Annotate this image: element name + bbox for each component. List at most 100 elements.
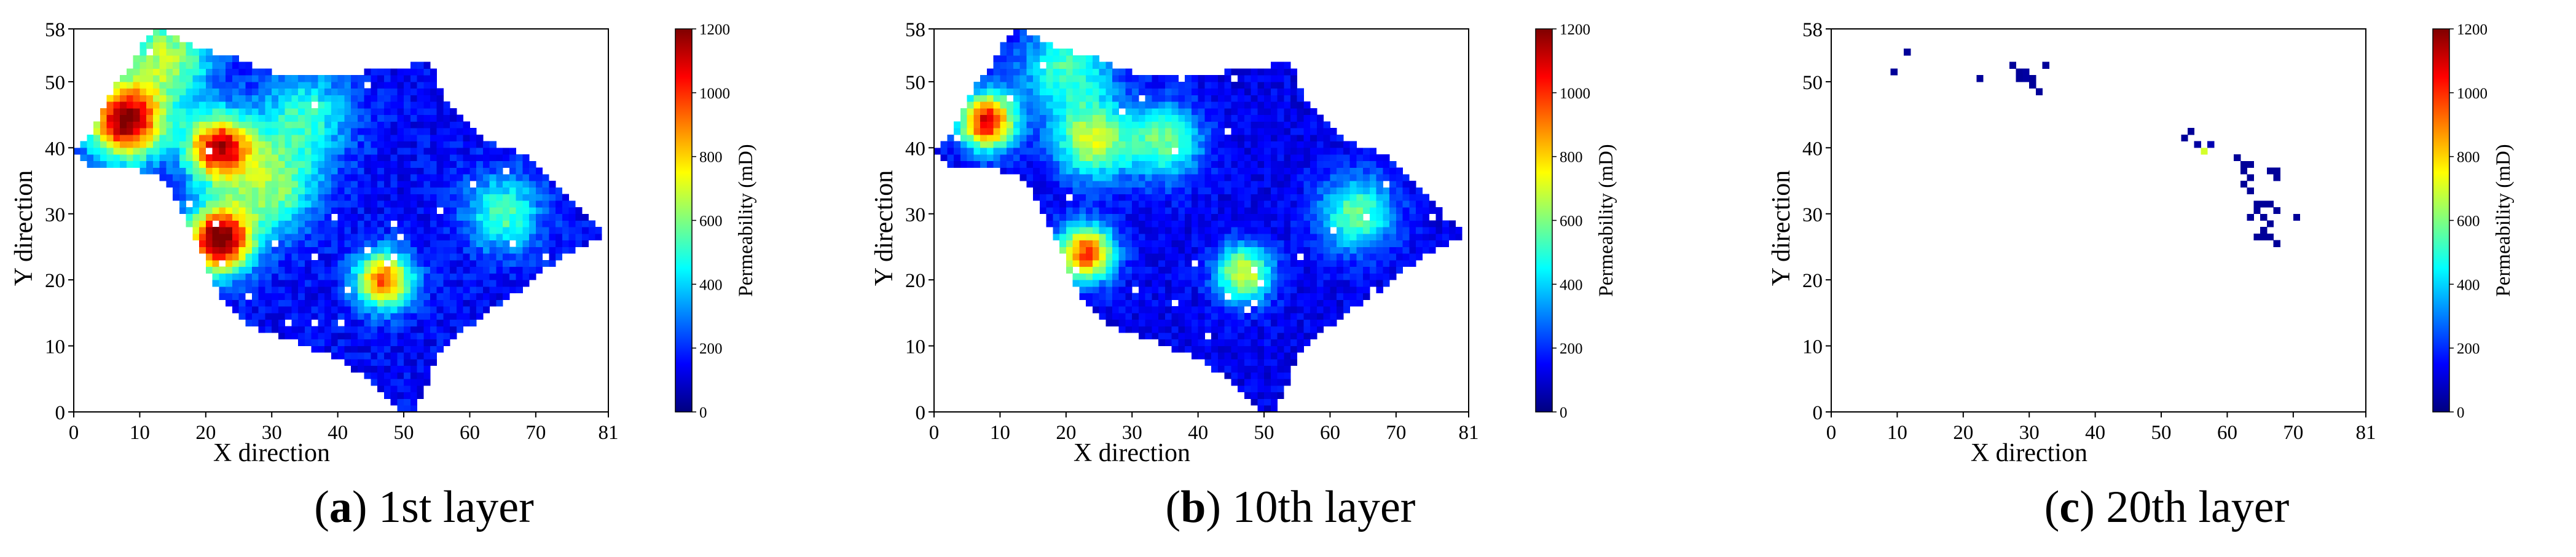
heatmap-cell	[298, 101, 305, 109]
heatmap-cell	[1316, 259, 1324, 267]
heatmap-cell	[245, 273, 253, 280]
heatmap-cell	[337, 121, 345, 128]
heatmap-cell	[1033, 134, 1040, 141]
heatmap-cell	[1164, 259, 1172, 267]
heatmap-cell	[1244, 88, 1251, 95]
heatmap-cell	[1224, 194, 1231, 201]
heatmap-cell	[285, 247, 292, 254]
heatmap-cell	[1303, 339, 1311, 346]
y-tick-label: 58	[1802, 19, 1823, 41]
heatmap-cell	[1257, 181, 1265, 188]
heatmap-cell	[377, 167, 385, 175]
heatmap-cell	[1026, 141, 1034, 148]
heatmap-cell	[1178, 81, 1185, 89]
heatmap-cell	[430, 68, 438, 76]
heatmap-cell	[331, 293, 339, 300]
heatmap-cell	[383, 220, 391, 227]
heatmap-cell	[324, 259, 332, 267]
heatmap-cell	[106, 134, 114, 141]
heatmap-cell	[417, 207, 424, 215]
heatmap-cell	[410, 398, 417, 406]
heatmap-cell	[1191, 128, 1199, 135]
heatmap-cell	[351, 240, 358, 247]
heatmap-cell	[337, 352, 345, 360]
heatmap-cell	[304, 167, 312, 175]
heatmap-cell	[496, 293, 503, 300]
heatmap-cell	[331, 81, 339, 89]
heatmap-cell	[1053, 95, 1060, 102]
heatmap-cell	[1152, 333, 1159, 340]
heatmap-cell	[1053, 167, 1060, 175]
heatmap-cell	[337, 88, 345, 95]
heatmap-cell	[1251, 326, 1258, 333]
heatmap-cell	[304, 240, 312, 247]
heatmap-cell	[1303, 154, 1311, 162]
y-axis-label: Y direction	[10, 170, 38, 286]
heatmap-cell	[1277, 306, 1284, 314]
heatmap-cell	[1257, 167, 1265, 175]
heatmap-cell	[179, 154, 186, 162]
heatmap-cell	[337, 181, 345, 188]
heatmap-cell	[1264, 266, 1271, 274]
heatmap-cell	[1224, 200, 1231, 208]
heatmap-cell	[1297, 319, 1304, 326]
heatmap-cell	[443, 128, 450, 135]
heatmap-cell	[364, 286, 371, 294]
heatmap-cell	[1007, 55, 1014, 63]
heatmap-cell	[489, 167, 497, 175]
heatmap-cell	[1356, 299, 1364, 307]
heatmap-cell	[1019, 108, 1027, 116]
heatmap-cell	[1257, 81, 1265, 89]
heatmap-cell	[417, 95, 424, 102]
heatmap-cell	[1072, 114, 1080, 122]
heatmap-cell	[318, 213, 325, 221]
heatmap-cell	[357, 359, 364, 366]
heatmap-cell	[1059, 134, 1067, 141]
heatmap-cell	[1066, 81, 1073, 89]
heatmap-cell	[383, 194, 391, 201]
heatmap-cell	[476, 293, 484, 300]
heatmap-cell	[443, 233, 450, 241]
heatmap-cell	[1251, 280, 1258, 287]
heatmap-cell	[1323, 280, 1330, 287]
heatmap-cell	[443, 227, 450, 234]
heatmap-cell	[1138, 88, 1146, 95]
heatmap-cell	[1158, 299, 1166, 307]
heatmap-cell	[1072, 75, 1080, 82]
heatmap-cell	[469, 200, 477, 208]
plot-frame	[933, 28, 1469, 413]
heatmap-cell	[1231, 299, 1238, 307]
heatmap-cell	[1158, 88, 1166, 95]
heatmap-cell	[1238, 333, 1245, 340]
heatmap-cell	[1211, 148, 1219, 155]
heatmap-cell	[967, 141, 974, 148]
heatmap-cell	[1217, 280, 1225, 287]
heatmap-cell	[1053, 213, 1060, 221]
colorbar	[675, 28, 693, 413]
heatmap-cell	[1244, 174, 1251, 181]
heatmap-cell	[476, 141, 484, 148]
heatmap-cell	[1369, 200, 1377, 208]
heatmap-cell	[1383, 227, 1390, 234]
heatmap-cell	[1007, 121, 1014, 128]
heatmap-cell	[1343, 200, 1351, 208]
heatmap-cell	[960, 128, 968, 135]
heatmap-cell	[397, 266, 404, 274]
heatmap-cell	[1396, 181, 1403, 188]
heatmap-cell	[152, 128, 160, 135]
y-tick-label: 10	[1802, 336, 1823, 358]
heatmap-cell	[529, 220, 536, 227]
heatmap-cell	[1079, 247, 1086, 254]
heatmap-cell	[1257, 266, 1265, 274]
heatmap-cell	[371, 359, 378, 366]
heatmap-cell	[1132, 240, 1139, 247]
heatmap-cell	[496, 174, 503, 181]
heatmap-cell	[423, 148, 431, 155]
heatmap-cell	[1251, 306, 1258, 314]
heatmap-cell	[1330, 273, 1337, 280]
heatmap-cell	[192, 95, 200, 102]
heatmap-cell	[390, 247, 398, 254]
heatmap-cell	[1455, 233, 1463, 241]
heatmap-cell	[298, 286, 305, 294]
heatmap-cell	[298, 181, 305, 188]
